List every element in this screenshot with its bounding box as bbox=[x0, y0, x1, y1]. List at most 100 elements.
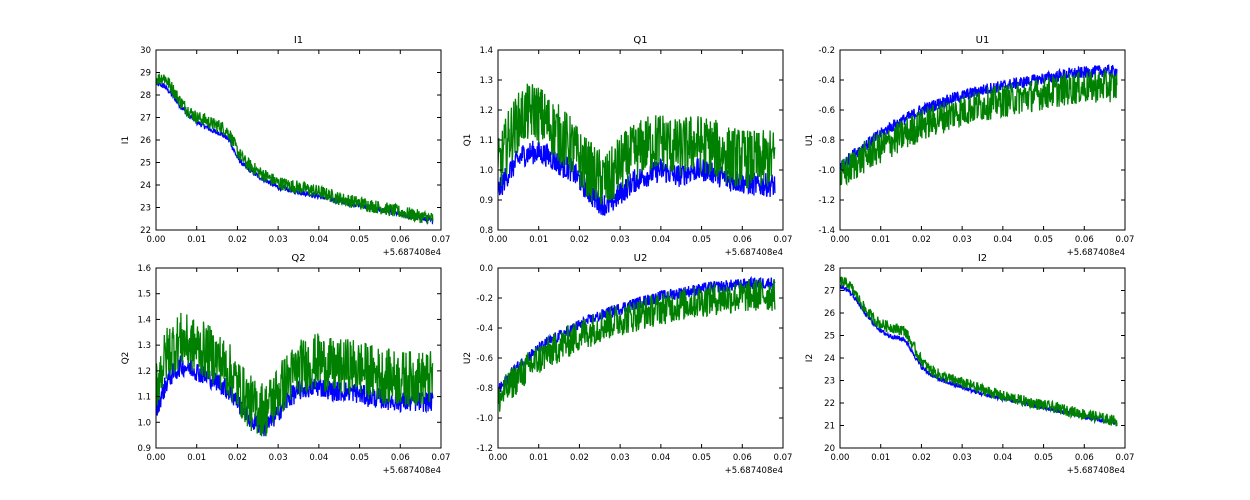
x-tick-label: 0.07 bbox=[1116, 235, 1135, 245]
x-tick-label: 0.07 bbox=[774, 453, 793, 463]
y-tick-label: 24 bbox=[140, 181, 151, 191]
y-axis-label: I2 bbox=[805, 354, 815, 362]
y-tick-label: 0.8 bbox=[479, 226, 493, 236]
subplot-title: I2 bbox=[978, 253, 987, 264]
x-tick-label: 0.00 bbox=[147, 453, 166, 463]
y-tick-label: 29 bbox=[140, 69, 151, 79]
x-offset-label: +5.687408e4 bbox=[725, 466, 783, 476]
subplot-title: U1 bbox=[976, 35, 990, 46]
y-tick-label: 23 bbox=[140, 204, 151, 214]
y-axis-label: Q2 bbox=[121, 352, 131, 365]
series-line-2 bbox=[498, 278, 776, 412]
y-tick-label: -0.8 bbox=[476, 384, 493, 394]
subplot-title: Q1 bbox=[633, 35, 647, 46]
y-tick-label: 23 bbox=[824, 377, 835, 387]
x-tick-label: 0.05 bbox=[692, 235, 711, 245]
plot-frame bbox=[839, 267, 1126, 449]
x-tick-label: 0.02 bbox=[228, 453, 247, 463]
subplot-3: 0.00 0.01 0.02 0.03 0.04 0.05 0.06 0.07 -1.4 -1.2… bbox=[805, 35, 1134, 258]
x-tick-label: 0.03 bbox=[953, 453, 972, 463]
x-tick-label: 0.00 bbox=[831, 453, 850, 463]
y-tick-label: 20 bbox=[824, 444, 835, 454]
subplot-6: 0.00 0.01 0.02 0.03 0.04 0.05 0.06 0.07 20 21 22 23… bbox=[805, 253, 1134, 476]
y-tick-label: 1.1 bbox=[479, 136, 493, 146]
subplot-5: 0.00 0.01 0.02 0.03 0.04 0.05 0.06 0.07 -1.2 -1.0… bbox=[463, 253, 792, 476]
y-tick-label: 1.3 bbox=[479, 76, 493, 86]
series-line-1 bbox=[840, 283, 1118, 426]
y-tick-label: 25 bbox=[140, 159, 151, 169]
y-tick-label: 28 bbox=[140, 91, 151, 101]
y-tick-label: -1.0 bbox=[476, 414, 493, 424]
y-tick-label: -0.2 bbox=[818, 46, 835, 56]
series-line-1 bbox=[156, 355, 434, 437]
y-tick-label: -0.2 bbox=[476, 294, 493, 304]
x-tick-label: 0.07 bbox=[432, 235, 451, 245]
x-tick-label: 0.01 bbox=[187, 235, 206, 245]
x-tick-label: 0.07 bbox=[774, 235, 793, 245]
x-tick-label: 0.01 bbox=[529, 235, 548, 245]
series-line-2 bbox=[156, 312, 434, 437]
x-offset-label: +5.687408e4 bbox=[1067, 466, 1125, 476]
x-tick-label: 0.06 bbox=[733, 453, 752, 463]
plot-frame bbox=[155, 267, 442, 449]
y-tick-label: 1.4 bbox=[479, 46, 493, 56]
y-tick-label: -1.2 bbox=[818, 196, 835, 206]
y-axis-label: U1 bbox=[805, 134, 815, 146]
subplot-1: 0.00 0.01 0.02 0.03 0.04 0.05 0.06 0.07 22 23 24 25… bbox=[121, 35, 450, 258]
y-tick-label: 25 bbox=[824, 332, 835, 342]
x-tick-label: 0.01 bbox=[871, 453, 890, 463]
x-tick-label: 0.04 bbox=[309, 453, 328, 463]
plot-frame bbox=[155, 49, 442, 231]
x-tick-label: 0.03 bbox=[269, 235, 288, 245]
y-tick-label: -0.4 bbox=[818, 76, 835, 86]
x-offset-label: +5.687408e4 bbox=[1067, 248, 1125, 258]
x-tick-label: 0.02 bbox=[912, 453, 931, 463]
y-tick-label: 1.2 bbox=[137, 367, 151, 377]
x-tick-label: 0.04 bbox=[309, 235, 328, 245]
y-tick-label: 1.4 bbox=[137, 315, 151, 325]
y-tick-label: 26 bbox=[824, 309, 835, 319]
x-tick-label: 0.00 bbox=[489, 235, 508, 245]
y-tick-label: 24 bbox=[824, 354, 835, 364]
x-tick-label: 0.03 bbox=[269, 453, 288, 463]
x-tick-label: 0.01 bbox=[871, 235, 890, 245]
x-offset-label: +5.687408e4 bbox=[725, 248, 783, 258]
y-tick-label: 27 bbox=[824, 287, 835, 297]
x-tick-label: 0.02 bbox=[228, 235, 247, 245]
series-line-2 bbox=[840, 69, 1118, 187]
y-tick-label: 0.9 bbox=[137, 444, 151, 454]
subplot-title: U2 bbox=[634, 253, 648, 264]
y-tick-label: -0.8 bbox=[818, 136, 835, 146]
y-tick-label: 1.6 bbox=[137, 264, 151, 274]
y-tick-label: 1.0 bbox=[479, 166, 493, 176]
y-tick-label: 27 bbox=[140, 114, 151, 124]
x-tick-label: 0.02 bbox=[570, 235, 589, 245]
y-tick-label: 22 bbox=[140, 226, 151, 236]
x-tick-label: 0.04 bbox=[651, 453, 670, 463]
x-tick-label: 0.06 bbox=[733, 235, 752, 245]
y-tick-label: 26 bbox=[140, 136, 151, 146]
subplot-title: I1 bbox=[294, 35, 303, 46]
y-tick-label: 1.5 bbox=[137, 290, 151, 300]
x-tick-label: 0.03 bbox=[953, 235, 972, 245]
subplot-4: 0.00 0.01 0.02 0.03 0.04 0.05 0.06 0.07 0.9 1.0 1.… bbox=[121, 253, 450, 476]
y-tick-label: 28 bbox=[824, 264, 835, 274]
y-tick-label: 1.0 bbox=[137, 418, 151, 428]
x-tick-label: 0.05 bbox=[350, 235, 369, 245]
y-tick-label: 21 bbox=[824, 422, 835, 432]
series-line-1 bbox=[840, 63, 1118, 171]
y-tick-label: -1.0 bbox=[818, 166, 835, 176]
x-tick-label: 0.00 bbox=[147, 235, 166, 245]
x-tick-label: 0.06 bbox=[391, 453, 410, 463]
series-line-2 bbox=[156, 73, 434, 225]
x-tick-label: 0.05 bbox=[1034, 453, 1053, 463]
y-tick-label: 22 bbox=[824, 399, 835, 409]
x-offset-label: +5.687408e4 bbox=[383, 248, 441, 258]
y-tick-label: -1.4 bbox=[818, 226, 835, 236]
x-tick-label: 0.04 bbox=[993, 453, 1012, 463]
x-tick-label: 0.03 bbox=[611, 235, 630, 245]
x-tick-label: 0.07 bbox=[432, 453, 451, 463]
series-line-1 bbox=[156, 81, 434, 225]
x-tick-label: 0.04 bbox=[651, 235, 670, 245]
